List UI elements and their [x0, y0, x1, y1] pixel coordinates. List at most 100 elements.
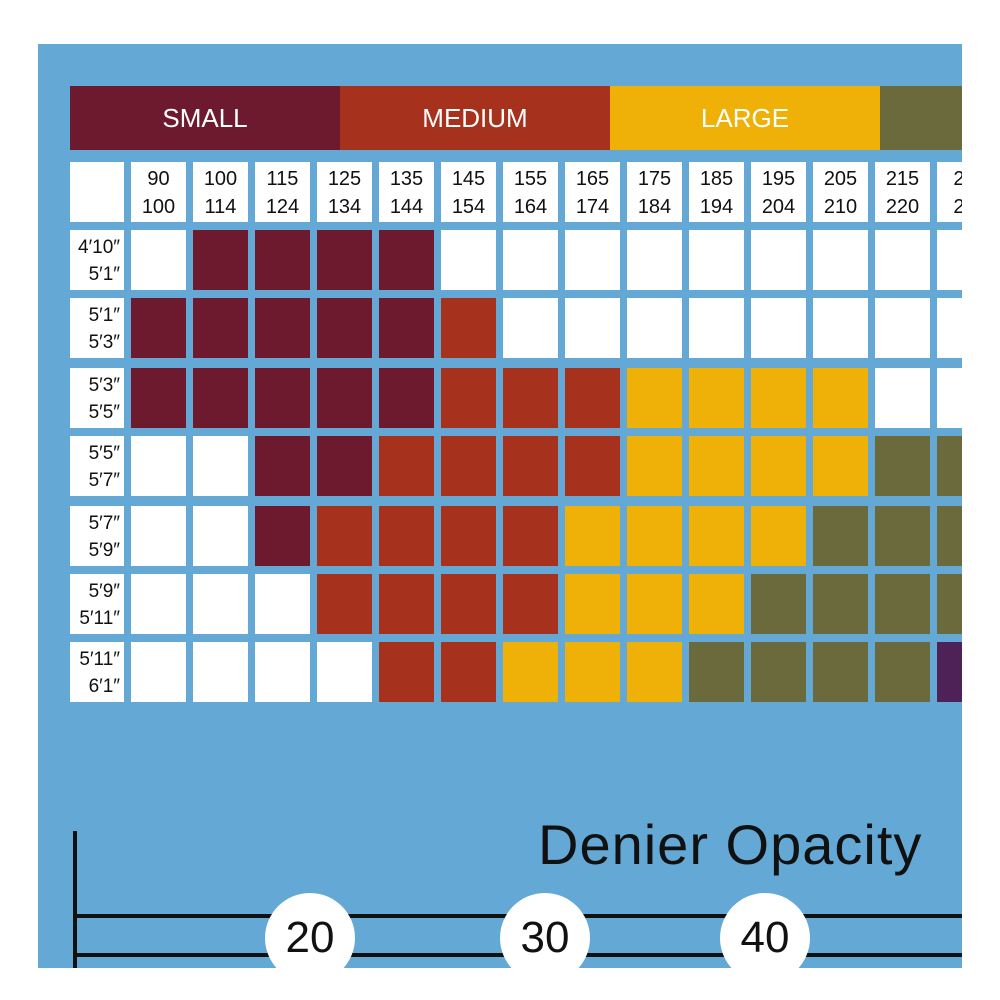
size-cell — [503, 298, 558, 358]
size-cell — [379, 368, 434, 428]
size-cell — [503, 230, 558, 290]
size-cell — [937, 642, 962, 702]
column-header: 215 220 — [875, 162, 930, 222]
size-cell — [813, 642, 868, 702]
size-cell — [565, 230, 620, 290]
size-cell — [875, 506, 930, 566]
size-cell — [937, 368, 962, 428]
size-cell — [937, 298, 962, 358]
size-cell — [627, 230, 682, 290]
weight-range: 114 — [204, 196, 237, 218]
row-header: 5′1″ 5′3″ — [70, 298, 124, 358]
weight-range: 164 — [513, 196, 548, 218]
weight-range: 125 — [327, 168, 362, 190]
height-range: 5′7″ — [88, 470, 120, 491]
size-cell — [689, 506, 744, 566]
size-cell — [565, 506, 620, 566]
column-header: 175 184 — [627, 162, 682, 222]
weight-range: 100 — [141, 196, 176, 218]
size-cell — [317, 230, 372, 290]
weight-range: 185 — [699, 168, 734, 190]
weight-range: 145 — [451, 168, 486, 190]
size-cell — [813, 574, 868, 634]
column-header: 155 164 — [503, 162, 558, 222]
size-cell — [627, 574, 682, 634]
size-cell — [627, 642, 682, 702]
size-cell — [441, 506, 496, 566]
height-range: 5′5″ — [88, 443, 120, 464]
weight-range: 195 — [761, 168, 796, 190]
size-cell — [131, 506, 186, 566]
size-cell — [751, 368, 806, 428]
weight-range: 135 — [389, 168, 424, 190]
size-cell — [193, 642, 248, 702]
size-cell — [503, 642, 558, 702]
weight-range: 23 — [953, 196, 962, 218]
size-cell — [937, 230, 962, 290]
height-range: 4′10″ — [78, 237, 120, 258]
size-cell — [441, 436, 496, 496]
size-cell — [193, 368, 248, 428]
size-cell — [565, 298, 620, 358]
column-header: 135 144 — [379, 162, 434, 222]
size-cell — [255, 642, 310, 702]
size-cell — [193, 230, 248, 290]
weight-range: 175 — [637, 168, 672, 190]
size-cell — [875, 368, 930, 428]
size-cell — [131, 230, 186, 290]
size-cell — [379, 642, 434, 702]
weight-range: 194 — [699, 196, 734, 218]
size-cell — [131, 642, 186, 702]
size-cell — [627, 368, 682, 428]
size-cell — [193, 298, 248, 358]
size-cell — [379, 298, 434, 358]
height-range: 5′9″ — [88, 581, 120, 602]
size-cell — [255, 368, 310, 428]
size-cell — [379, 436, 434, 496]
size-band: X — [880, 86, 962, 150]
size-cell — [193, 506, 248, 566]
column-header: 2223 — [937, 162, 962, 222]
size-cell — [317, 436, 372, 496]
height-range: 5′11″ — [79, 649, 120, 670]
denier-mark: 40 — [720, 893, 810, 968]
size-cell — [627, 436, 682, 496]
size-chart: Denier Opacity SMALLMEDIUMLARGEX90100100… — [38, 44, 962, 968]
size-cell — [441, 230, 496, 290]
size-cell — [503, 574, 558, 634]
column-header: 165 174 — [565, 162, 620, 222]
row-header: 5′11″ 6′1″ — [70, 642, 124, 702]
size-cell — [627, 298, 682, 358]
size-cell — [131, 298, 186, 358]
size-cell — [379, 574, 434, 634]
size-cell — [875, 436, 930, 496]
denier-mark: 30 — [500, 893, 590, 968]
size-cell — [503, 436, 558, 496]
weight-range: 115 — [266, 168, 299, 190]
size-cell — [503, 368, 558, 428]
size-cell — [193, 574, 248, 634]
size-cell — [441, 574, 496, 634]
size-cell — [379, 506, 434, 566]
size-cell — [255, 230, 310, 290]
size-cell — [937, 574, 962, 634]
weight-range: 205 — [823, 168, 858, 190]
size-cell — [689, 298, 744, 358]
size-cell — [875, 574, 930, 634]
weight-range: 144 — [389, 196, 424, 218]
column-header: 145 154 — [441, 162, 496, 222]
row-header: 5′3″ 5′5″ — [70, 368, 124, 428]
size-cell — [379, 230, 434, 290]
weight-range: 124 — [265, 196, 300, 218]
column-header: 115 124 — [255, 162, 310, 222]
size-cell — [689, 230, 744, 290]
size-cell — [751, 642, 806, 702]
column-header: 90 100 — [131, 162, 186, 222]
size-cell — [937, 436, 962, 496]
size-cell — [751, 298, 806, 358]
corner-cell — [70, 162, 124, 222]
size-cell — [255, 574, 310, 634]
weight-range: 90 — [147, 168, 170, 190]
size-cell — [751, 574, 806, 634]
